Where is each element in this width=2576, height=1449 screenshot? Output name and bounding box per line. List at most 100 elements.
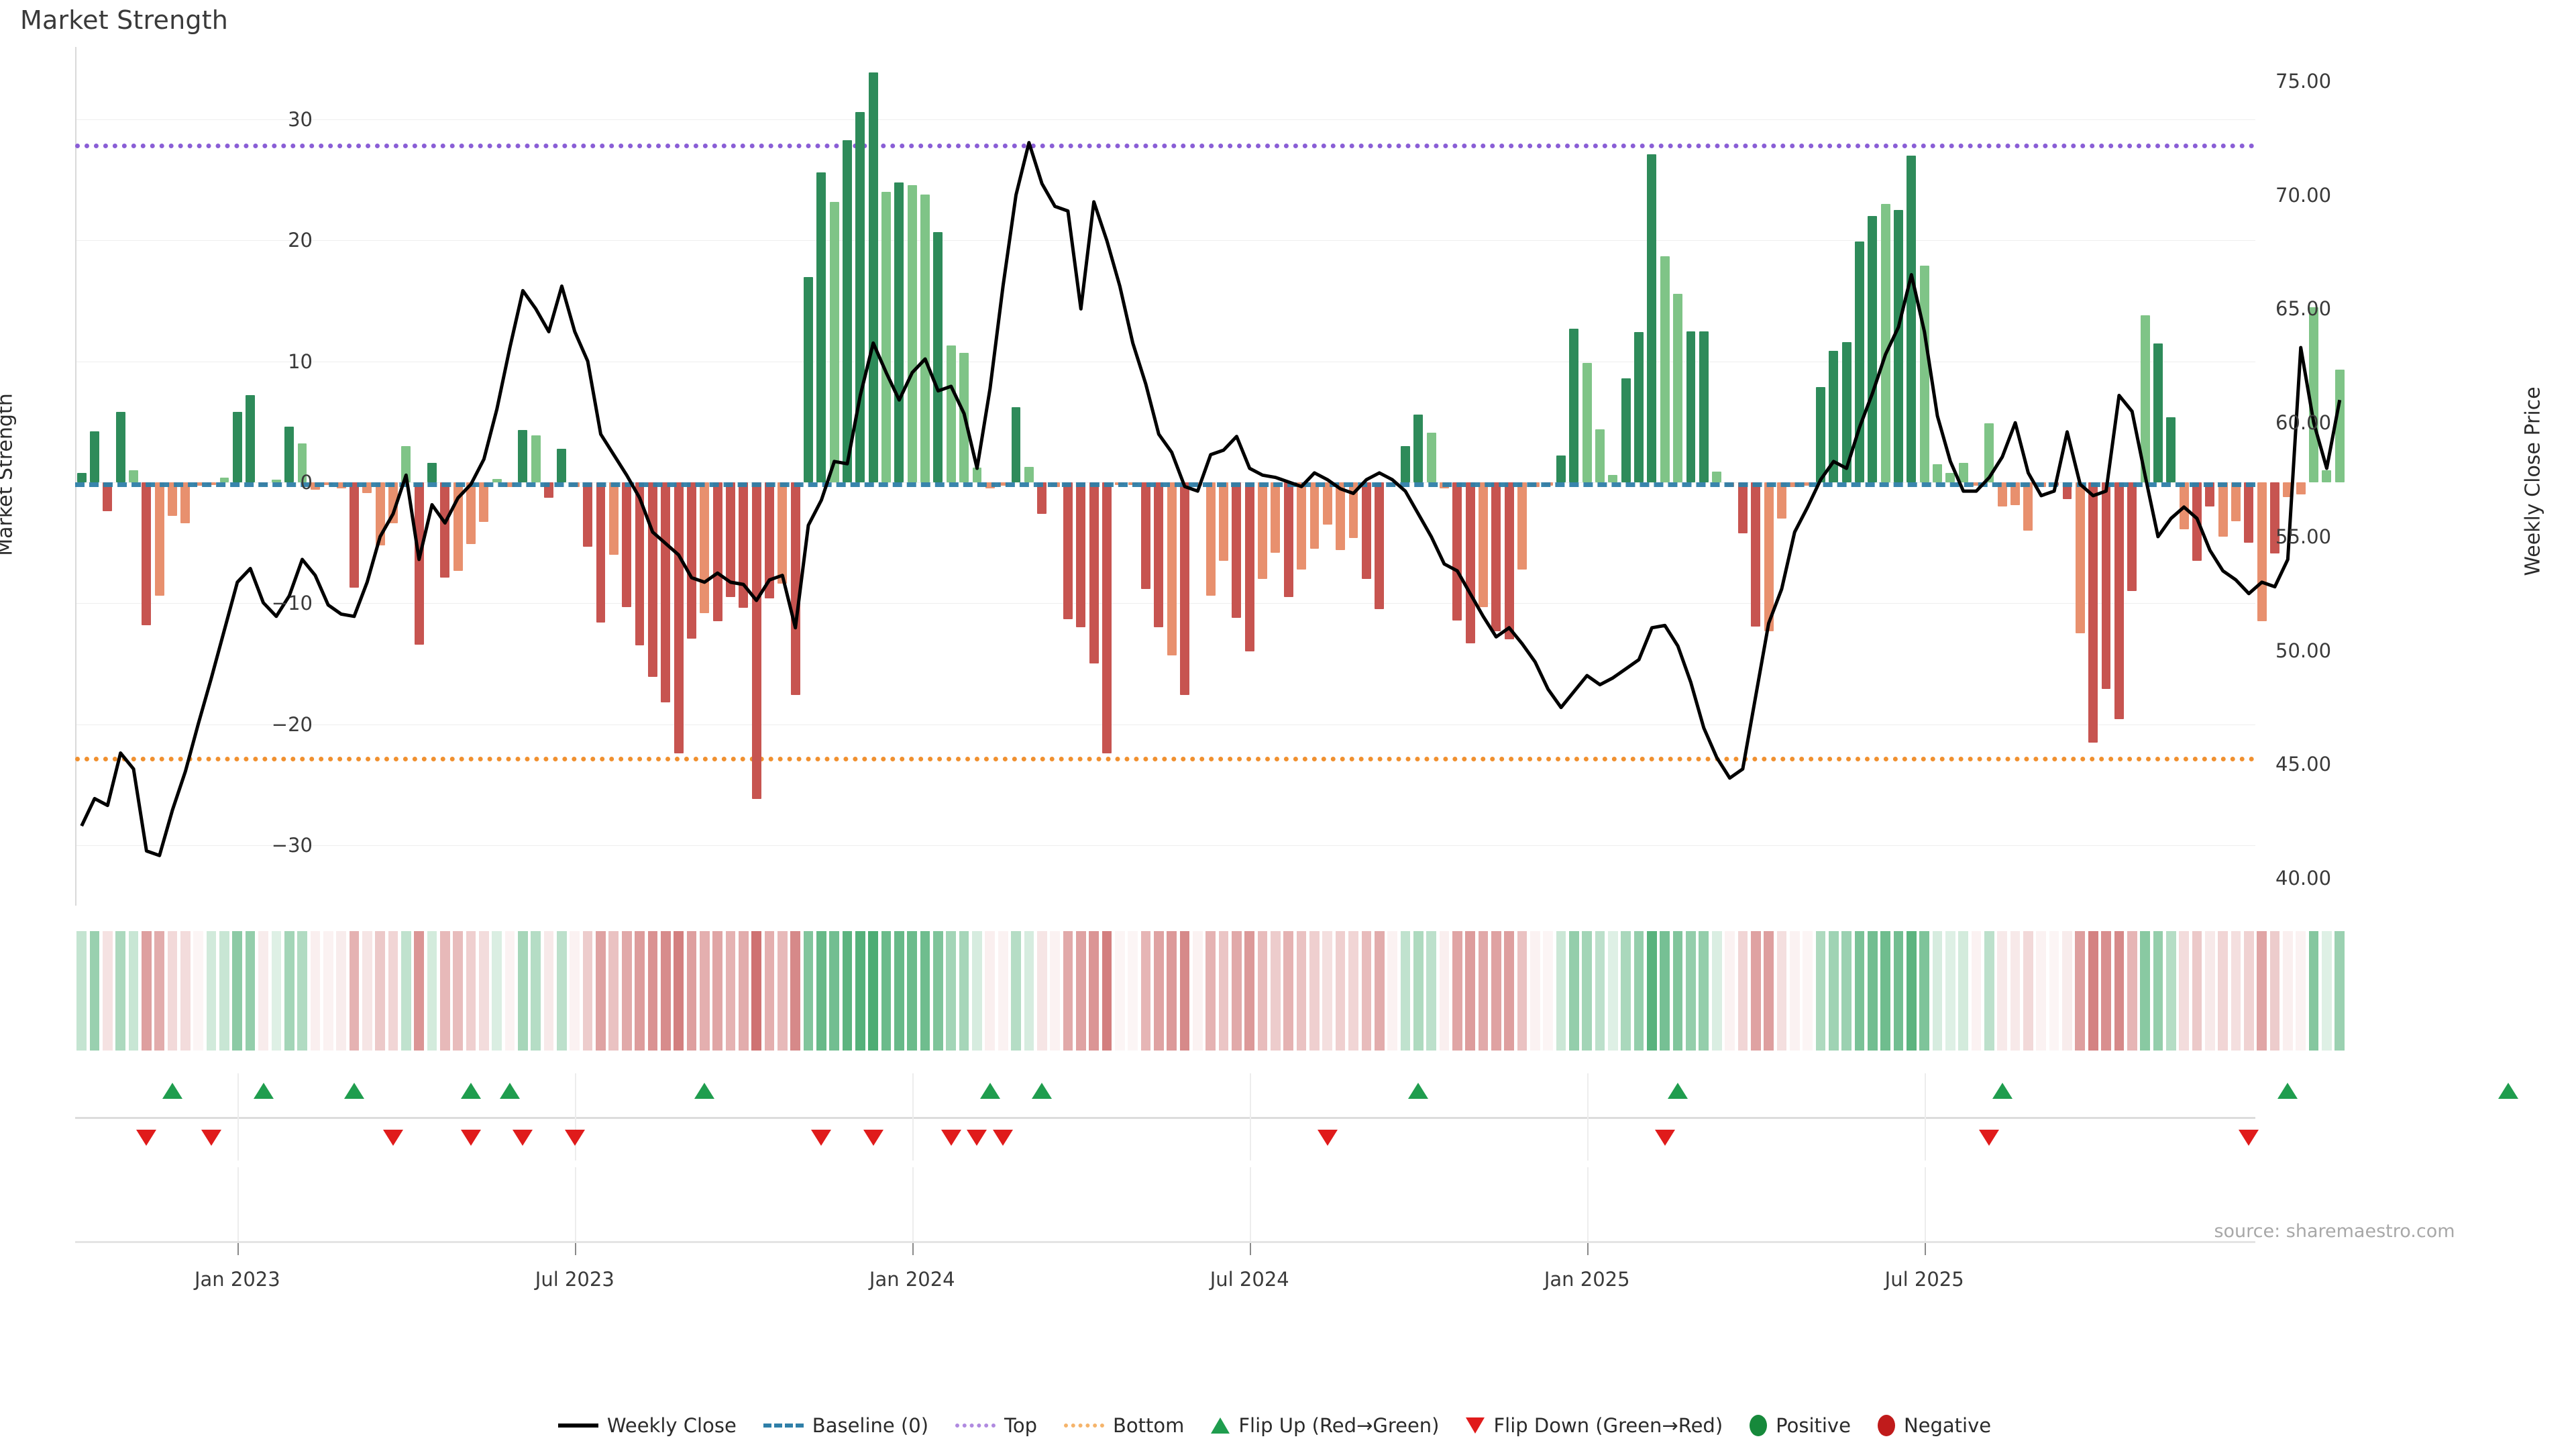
- heatmap-cell: [1075, 931, 1086, 1051]
- heatmap-cell: [1725, 931, 1735, 1051]
- heatmap-cell: [2140, 931, 2150, 1051]
- heatmap-cell: [1179, 931, 1190, 1051]
- heatmap-cell: [1621, 931, 1631, 1051]
- heatmap-cell: [492, 931, 502, 1051]
- x-axis-tick-label: Jul 2025: [1884, 1268, 1964, 1291]
- bar-negative: [790, 482, 800, 696]
- bar-negative: [388, 482, 398, 524]
- bar-positive: [2166, 417, 2176, 482]
- bottom-band-line: [75, 757, 2255, 762]
- heatmap-cell: [2257, 931, 2267, 1051]
- heatmap-cell: [206, 931, 217, 1051]
- bar-positive: [1868, 216, 1878, 482]
- x-tick-mark: [574, 1243, 576, 1255]
- bar-positive: [816, 172, 826, 482]
- bar-positive: [1815, 386, 1825, 482]
- legend-item[interactable]: Negative: [1877, 1414, 1991, 1437]
- legend-item[interactable]: Flip Down (Green→Red): [1466, 1414, 1723, 1437]
- bar-negative: [1219, 482, 1228, 561]
- bar-negative: [1283, 482, 1293, 598]
- right-axis-tick: 50.00: [2275, 639, 2332, 662]
- left-axis-tick: 10: [288, 350, 313, 373]
- bar-positive: [843, 140, 852, 482]
- dashed-line-swatch-icon: [763, 1424, 804, 1428]
- heatmap-cell: [1945, 931, 1955, 1051]
- bar-positive: [1413, 415, 1424, 482]
- source-caption: source: sharemaestro.com: [2214, 1221, 2455, 1242]
- heatmap-cell: [1452, 931, 1462, 1051]
- heatmap-cell: [1193, 931, 1203, 1051]
- legend-item[interactable]: Bottom: [1063, 1414, 1185, 1437]
- heatmap-cell: [1011, 931, 1021, 1051]
- right-axis-tick: 45.00: [2275, 753, 2332, 776]
- heatmap-cell: [323, 931, 333, 1051]
- bar-negative: [1322, 482, 1332, 525]
- heatmap-cell: [2036, 931, 2047, 1051]
- bar-negative: [777, 482, 788, 584]
- bar-negative: [2218, 482, 2228, 537]
- heatmap-cell: [1271, 931, 1281, 1051]
- right-axis-tick: 75.00: [2275, 69, 2332, 93]
- flip-down-icon: [513, 1130, 533, 1146]
- heatmap-cell: [258, 931, 268, 1051]
- heatmap-cell: [1205, 931, 1216, 1051]
- bar-negative: [103, 482, 113, 512]
- bar-negative: [2257, 482, 2267, 622]
- heatmap-cell: [284, 931, 294, 1051]
- heatmap-cell: [336, 931, 346, 1051]
- heatmap-cell: [2269, 931, 2280, 1051]
- heatmap-cell: [2062, 931, 2072, 1051]
- bar-positive: [1907, 156, 1917, 482]
- bar-positive: [881, 192, 892, 482]
- right-axis-tick: 65.00: [2275, 297, 2332, 321]
- heatmap-cell: [439, 931, 450, 1051]
- flip-up-icon: [253, 1083, 274, 1099]
- bar-negative: [647, 482, 657, 678]
- bar-positive: [90, 431, 99, 482]
- legend-item-label: Bottom: [1112, 1414, 1185, 1437]
- flip-up-icon: [694, 1083, 715, 1099]
- heatmap-cell: [933, 931, 943, 1051]
- bar-negative: [686, 482, 696, 639]
- bar-negative: [1154, 482, 1164, 628]
- flip-up-icon: [1668, 1083, 1688, 1099]
- heatmap-cell: [1114, 931, 1125, 1051]
- flip-up-icon: [461, 1083, 482, 1099]
- bar-negative: [1517, 482, 1527, 570]
- bar-positive: [401, 445, 411, 482]
- bar-positive: [1880, 204, 1890, 482]
- heatmap-cell: [310, 931, 321, 1051]
- heatmap-cell: [1556, 931, 1566, 1051]
- x-axis-tick-label: Jul 2023: [535, 1268, 614, 1291]
- heatmap-cell: [1608, 931, 1618, 1051]
- plot-area: [75, 47, 2345, 906]
- bar-positive: [129, 470, 138, 482]
- legend-item[interactable]: Positive: [1750, 1414, 1851, 1437]
- bar-negative: [751, 482, 761, 800]
- x-axis-separator: [75, 1241, 2255, 1243]
- bar-negative: [608, 482, 619, 555]
- bar-negative: [1232, 482, 1242, 618]
- weekly-close-polyline: [80, 141, 2342, 857]
- bar-negative: [596, 482, 606, 623]
- heatmap-cell: [1491, 931, 1501, 1051]
- x-tick-mark: [912, 1243, 914, 1255]
- bar-negative: [1205, 482, 1216, 596]
- flip-up-icon: [1992, 1083, 2012, 1099]
- heatmap-cell: [1050, 931, 1060, 1051]
- heatmap-cell: [1089, 931, 1099, 1051]
- heatmap-cell: [686, 931, 697, 1051]
- flip-down-icon: [993, 1130, 1014, 1146]
- bar-negative: [2296, 482, 2306, 495]
- legend-item[interactable]: Top: [955, 1414, 1037, 1437]
- heatmap-cell: [1711, 931, 1722, 1051]
- legend-item[interactable]: Weekly Close: [557, 1414, 737, 1437]
- heatmap-cell: [193, 931, 204, 1051]
- bar-positive: [219, 477, 229, 482]
- bar-negative: [1764, 482, 1774, 631]
- heatmap-cell: [115, 931, 126, 1051]
- legend-item[interactable]: Baseline (0): [763, 1414, 928, 1437]
- left-axis-tick: −30: [271, 833, 313, 857]
- heatmap-cell: [2192, 931, 2202, 1051]
- legend-item[interactable]: Flip Up (Red→Green): [1211, 1414, 1439, 1437]
